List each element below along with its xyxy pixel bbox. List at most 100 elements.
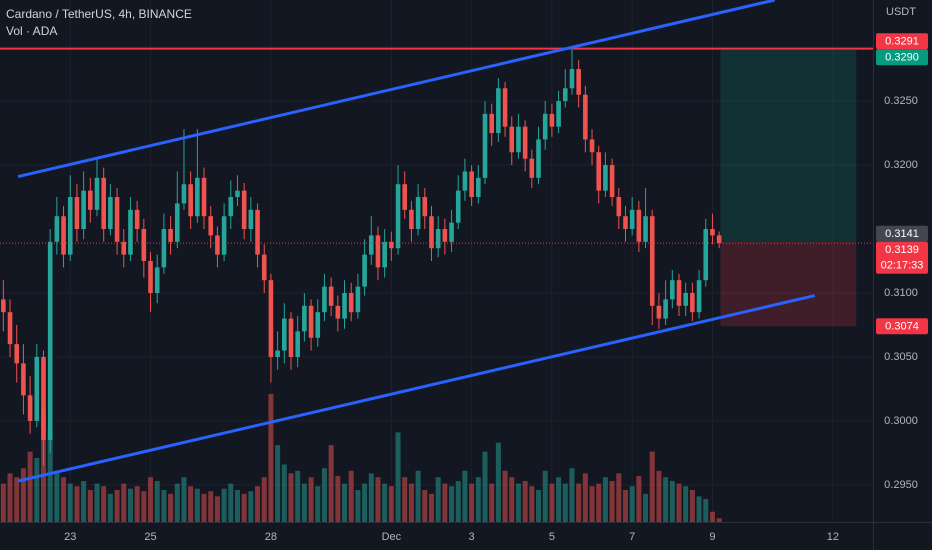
- volume-bar: [7, 473, 13, 522]
- candle-body: [409, 209, 414, 230]
- volume-bar: [174, 483, 180, 522]
- volume-bar: [248, 491, 254, 522]
- candle-body: [74, 197, 80, 230]
- candle-body: [509, 126, 515, 153]
- volume-bar: [188, 486, 194, 522]
- candle-body: [569, 69, 575, 89]
- volume-bar: [643, 493, 649, 522]
- candle-body: [355, 286, 361, 313]
- axis-layer: 0.2950 0.3000 0.3050 0.3100 0.3200 0.3250 23 25…: [64, 33, 928, 543]
- volume-bar: [214, 496, 220, 522]
- volume-bar: [301, 483, 307, 522]
- volume-bar: [455, 481, 461, 522]
- y-tick-label: 0.3200: [884, 159, 918, 171]
- volume-bar: [442, 483, 448, 522]
- candle-body: [288, 318, 294, 357]
- x-tick-label: 12: [827, 531, 839, 543]
- volume-bar: [34, 458, 40, 522]
- volume-bar: [589, 486, 595, 522]
- candle-body: [676, 280, 682, 306]
- volume-bar: [281, 464, 287, 522]
- candle-body: [21, 363, 26, 396]
- drawing-layer: [0, 0, 873, 483]
- candle-body: [195, 177, 200, 217]
- price-tag-label: 0.3290: [885, 52, 919, 64]
- candle-body: [268, 280, 274, 357]
- candle-body: [562, 88, 568, 102]
- price-tag-label: 0.3291: [885, 36, 919, 48]
- candle-body: [188, 184, 193, 217]
- volume-bar: [61, 477, 67, 522]
- candle-body: [496, 88, 501, 134]
- candle-body: [375, 235, 381, 268]
- target-zone: [720, 49, 857, 242]
- candle-body: [348, 292, 354, 313]
- candle-body: [81, 190, 86, 230]
- volume-bar: [261, 477, 267, 522]
- candle-body: [67, 197, 73, 255]
- volume-bar: [408, 483, 414, 522]
- volume-bar: [101, 486, 107, 522]
- candle-body: [663, 299, 668, 319]
- candle-body: [696, 280, 702, 313]
- candle-body: [208, 216, 214, 236]
- x-tick-label: 23: [64, 531, 76, 543]
- candle-body: [690, 292, 695, 313]
- volume-bar: [556, 477, 562, 522]
- volume-bar: [395, 432, 401, 522]
- candle-body: [7, 312, 13, 345]
- volume-bar: [636, 475, 642, 522]
- candle-body: [228, 197, 234, 217]
- volume-bar: [234, 490, 240, 522]
- volume-bar: [629, 486, 635, 522]
- volume-bar: [194, 488, 200, 522]
- x-tick-label: 28: [265, 531, 277, 543]
- candle-body: [201, 177, 207, 217]
- volume-bar: [656, 470, 662, 522]
- volume-bar: [54, 470, 60, 522]
- volume-bar: [107, 493, 113, 522]
- candle-body: [703, 229, 709, 281]
- volume-bar: [622, 490, 628, 522]
- volume-bar: [609, 481, 615, 522]
- candle-body: [710, 229, 715, 236]
- candle-body: [603, 165, 608, 191]
- candle-body: [629, 209, 635, 230]
- price-tag: [876, 33, 928, 50]
- volume-bar: [428, 493, 434, 522]
- candle-body: [616, 197, 622, 217]
- volume-bar: [348, 470, 354, 522]
- volume-bar: [616, 473, 622, 522]
- volume-bar: [268, 394, 274, 522]
- volume-bar: [228, 483, 234, 522]
- volume-bar: [709, 511, 715, 522]
- candle-body: [549, 113, 555, 127]
- volume-bar: [482, 451, 488, 522]
- candle-body: [489, 113, 494, 134]
- candle-body: [128, 209, 133, 255]
- candle-body: [435, 229, 441, 249]
- x-tick-label: 25: [144, 531, 156, 543]
- volume-bar: [14, 477, 20, 522]
- candle-body: [576, 69, 581, 95]
- candle-body: [342, 292, 347, 319]
- position-layer: [720, 49, 857, 327]
- candle-body: [215, 235, 220, 255]
- volume-bar: [522, 481, 528, 522]
- candle-body: [583, 94, 588, 140]
- volume-bar: [549, 483, 555, 522]
- volume-label: Vol · ADA: [6, 24, 57, 38]
- candle-body: [529, 158, 535, 178]
- candle-body: [422, 197, 428, 217]
- x-tick-label: Dec: [382, 531, 402, 543]
- volume-bar: [74, 486, 80, 522]
- candle-body: [469, 171, 474, 198]
- candle-body: [589, 139, 595, 153]
- volume-bar: [308, 477, 314, 522]
- volume-bar: [495, 442, 501, 522]
- volume-bar: [602, 477, 608, 522]
- candle-body: [181, 184, 187, 204]
- candle-body: [335, 305, 341, 319]
- y-tick-label: 0.3050: [884, 351, 918, 363]
